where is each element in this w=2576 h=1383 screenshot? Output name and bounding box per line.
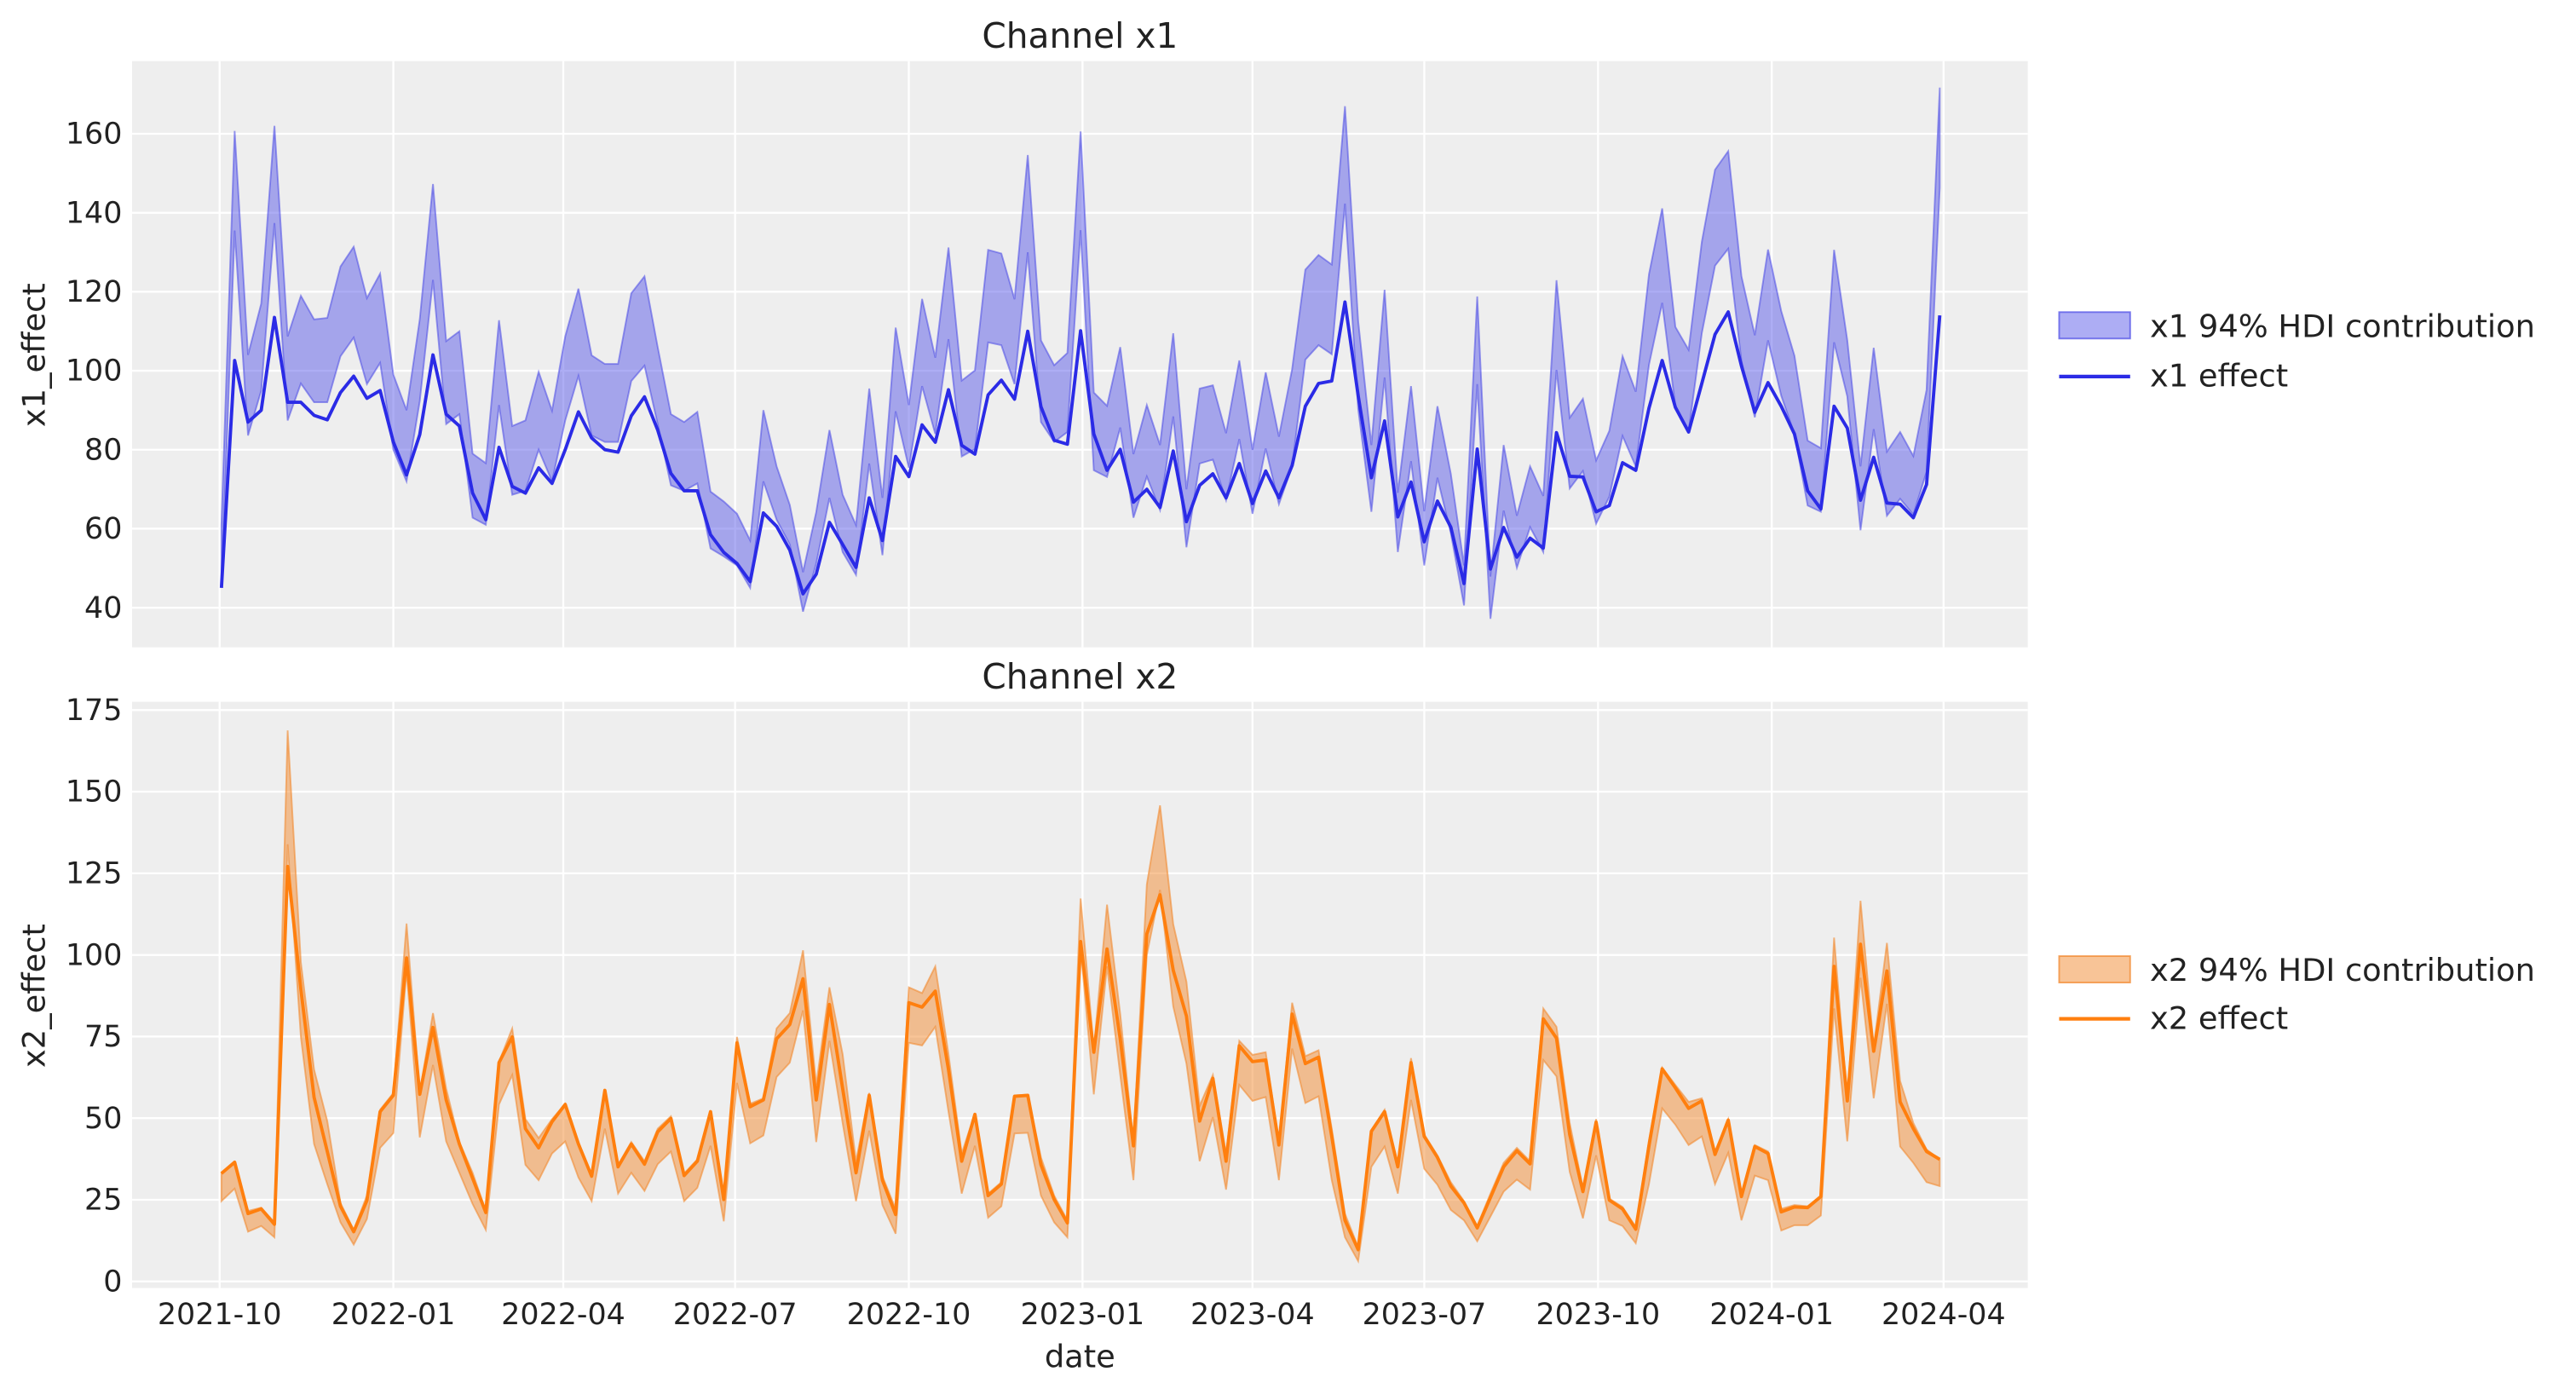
effect-line-x1 [219, 300, 1942, 596]
legend-label-line-x1: x1 effect [2150, 357, 2288, 394]
legend-label-band-x2: x2 94% HDI contribution [2150, 952, 2535, 988]
gridlines-x1 [132, 61, 2028, 648]
chart-title-x1: Channel x1 [982, 15, 1178, 56]
x-tick-label: 2023-01 [1021, 1298, 1145, 1332]
legend-label-band-x1: x1 94% HDI contribution [2150, 308, 2535, 344]
y-tick-label: 25 [84, 1184, 122, 1218]
y-axis-label-x2: x2_effect [15, 924, 52, 1068]
x-tick-label: 2024-04 [1882, 1298, 2006, 1332]
marks-x2 [220, 730, 1941, 1264]
y-tick-label: 40 [84, 591, 122, 625]
y-tick-label: 160 [66, 118, 123, 152]
x-tick-label: 2023-10 [1536, 1298, 1660, 1332]
y-tick-label: 75 [84, 1020, 122, 1054]
y-tick-label: 50 [84, 1102, 122, 1136]
hdi-band-x1 [220, 87, 1941, 619]
effect-line-x2 [220, 864, 1941, 1252]
x-tick-label: 2021-10 [158, 1298, 282, 1332]
legend-swatch-band-x2 [2058, 955, 2131, 984]
y-tick-label: 100 [66, 938, 123, 972]
y-ticks-x2: 0 25 50 75 100 125 150 175 [66, 694, 123, 1299]
legend-swatch-band-x1 [2058, 311, 2131, 340]
y-tick-label: 120 [66, 275, 123, 309]
legend-x2: x2 94% HDI contribution x2 effect [2058, 952, 2535, 1036]
x-tick-label: 2023-04 [1190, 1298, 1315, 1332]
x-ticks: 2021-10 2022-01 2022-04 2022-07 2022-10 2023-… [158, 1298, 2006, 1332]
x-axis-label: date [1045, 1339, 1115, 1375]
y-tick-label: 80 [84, 433, 122, 467]
y-tick-label: 100 [66, 354, 123, 389]
x-tick-label: 2024-01 [1709, 1298, 1834, 1332]
marks-x1 [219, 87, 1942, 619]
x-tick-label: 2022-07 [673, 1298, 798, 1332]
plot-area-x1 [132, 61, 2028, 648]
plot-area-x2 [132, 701, 2028, 1288]
y-tick-label: 175 [66, 694, 123, 728]
y-ticks-x1: 40 60 80 100 120 140 160 [66, 118, 123, 625]
y-tick-label: 125 [66, 856, 123, 890]
y-tick-label: 140 [66, 196, 123, 230]
x-tick-label: 2023-07 [1363, 1298, 1487, 1332]
x-tick-label: 2022-01 [331, 1298, 456, 1332]
x-tick-label: 2022-04 [501, 1298, 625, 1332]
axes-channel-x2: 0 25 50 75 100 125 150 175 2021-10 2022-01 2022-0… [15, 656, 2535, 1374]
y-tick-label: 150 [66, 775, 123, 810]
hdi-band-x2 [220, 730, 1941, 1264]
y-axis-label-x1: x1_effect [15, 283, 52, 427]
legend-label-line-x2: x2 effect [2150, 1000, 2288, 1036]
y-tick-label: 0 [103, 1265, 122, 1299]
y-tick-label: 60 [84, 512, 122, 546]
x-tick-label: 2022-10 [847, 1298, 971, 1332]
chart-title-x2: Channel x2 [982, 656, 1178, 697]
legend-x1: x1 94% HDI contribution x1 effect [2058, 308, 2535, 394]
